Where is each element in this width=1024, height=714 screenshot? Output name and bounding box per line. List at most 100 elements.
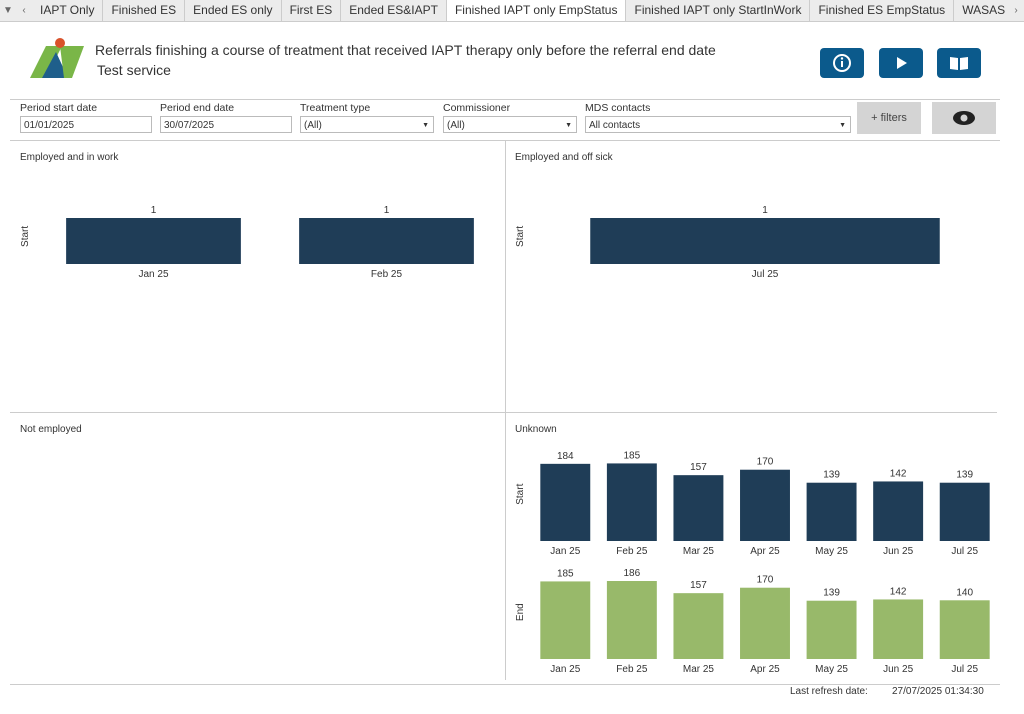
filter-input[interactable]: (All) ▼	[300, 116, 434, 133]
filter-label: Period start date	[20, 102, 98, 114]
row-label: Start	[20, 226, 31, 247]
header-subtitle: Test service	[97, 62, 171, 78]
tab[interactable]: IAPT Only	[32, 0, 104, 21]
tab[interactable]: Ended ES&IAPT	[341, 0, 447, 21]
filter-value: 30/07/2025	[164, 120, 215, 131]
category-label: Mar 25	[683, 664, 715, 675]
row-label: Start	[515, 226, 526, 247]
visibility-button[interactable]	[932, 102, 996, 134]
bar	[673, 475, 724, 541]
tab[interactable]: Finished IAPT only StartInWork	[626, 0, 811, 21]
bar	[540, 581, 591, 659]
footer-label: Last refresh date:	[790, 686, 868, 697]
value-label: 157	[690, 580, 707, 591]
divider	[10, 99, 1000, 100]
filter-value: (All)	[447, 120, 465, 131]
value-label: 1	[762, 205, 768, 216]
category-label: Apr 25	[750, 664, 780, 675]
filter-label: MDS contacts	[585, 102, 651, 114]
logo	[30, 38, 84, 78]
play-button[interactable]	[879, 48, 923, 78]
bar	[873, 481, 924, 541]
value-label: 1	[384, 205, 390, 216]
tab-menu[interactable]: ▼	[3, 5, 13, 16]
category-label: Feb 25	[616, 546, 648, 557]
filter-value: 01/01/2025	[24, 120, 75, 131]
bar	[673, 593, 724, 659]
filter-input[interactable]: 30/07/2025	[160, 116, 292, 133]
bar	[590, 218, 940, 264]
category-label: Feb 25	[371, 269, 403, 280]
filter-label: Treatment type	[300, 102, 371, 114]
dropdown-arrow: ▼	[839, 122, 846, 129]
tab[interactable]: First ES	[282, 0, 342, 21]
filter-input[interactable]: All contacts ▼	[585, 116, 851, 133]
bar	[740, 469, 790, 541]
tab[interactable]: Finished ES	[103, 0, 186, 21]
value-label: 184	[557, 451, 574, 462]
category-label: Jun 25	[883, 664, 913, 675]
category-label: Feb 25	[616, 664, 648, 675]
row-label: End	[515, 603, 526, 621]
filter-value: (All)	[304, 120, 322, 131]
value-label: 140	[956, 587, 973, 598]
value-label: 170	[757, 457, 774, 468]
filter-input[interactable]: 01/01/2025	[20, 116, 152, 133]
bar	[606, 581, 657, 659]
value-label: 1	[151, 205, 157, 216]
filter-input[interactable]: (All) ▼	[443, 116, 577, 133]
category-label: Jan 25	[550, 546, 580, 557]
value-label: 142	[890, 586, 907, 597]
category-label: May 25	[815, 664, 848, 675]
category-label: Jan 25	[138, 269, 168, 280]
bar	[540, 463, 591, 541]
guide-button[interactable]	[937, 48, 981, 78]
tab[interactable]: Finished IAPT only EmpStatus	[446, 0, 627, 21]
dropdown-arrow: ▼	[565, 122, 572, 129]
dropdown-arrow: ▼	[422, 122, 429, 129]
category-label: Jul 25	[951, 664, 978, 675]
category-label: Apr 25	[750, 546, 780, 557]
value-label: 139	[956, 470, 973, 481]
value-label: 157	[690, 462, 707, 473]
info-button[interactable]	[820, 48, 864, 78]
panel-title: Employed and in work	[20, 152, 119, 163]
footer-value: 27/07/2025 01:34:30	[892, 686, 984, 697]
filters-button[interactable]: + filters	[857, 102, 921, 134]
value-label: 142	[890, 468, 907, 479]
bar	[873, 599, 924, 659]
tab-list: IAPT Only Finished ES Ended ES only First E…	[32, 0, 1008, 21]
tab[interactable]: WASAS ES	[954, 0, 1008, 21]
panel-title: Not employed	[20, 424, 82, 435]
value-label: 139	[823, 588, 840, 599]
header-title: Referrals finishing a course of treatmen…	[95, 42, 716, 58]
filter-label: Commissioner	[443, 102, 511, 114]
bar	[606, 463, 657, 541]
category-label: May 25	[815, 546, 848, 557]
bar	[66, 218, 241, 264]
value-label: 186	[624, 568, 641, 579]
tab[interactable]: Ended ES only	[185, 0, 282, 21]
tab-next[interactable]: ›	[1014, 5, 1018, 16]
category-label: Jul 25	[752, 269, 779, 280]
row-label: Start	[515, 483, 526, 504]
value-label: 185	[624, 450, 641, 461]
panel-title: Unknown	[515, 424, 557, 435]
category-label: Jul 25	[951, 546, 978, 557]
panel-title: Employed and off sick	[515, 152, 614, 163]
value-label: 139	[823, 470, 840, 481]
filter-value: All contacts	[589, 120, 641, 131]
value-label: 185	[557, 568, 574, 579]
bar	[806, 600, 857, 659]
category-label: Mar 25	[683, 546, 715, 557]
bar	[299, 218, 474, 264]
bar	[939, 600, 990, 659]
category-label: Jun 25	[883, 546, 913, 557]
bar	[740, 587, 790, 659]
tab-prev[interactable]: ‹	[22, 5, 26, 16]
filter-label: Period end date	[160, 102, 235, 114]
tab[interactable]: Finished ES EmpStatus	[810, 0, 955, 21]
tab-bar: ▼ ‹ IAPT Only Finished ES Ended ES only Fir…	[0, 0, 1024, 22]
